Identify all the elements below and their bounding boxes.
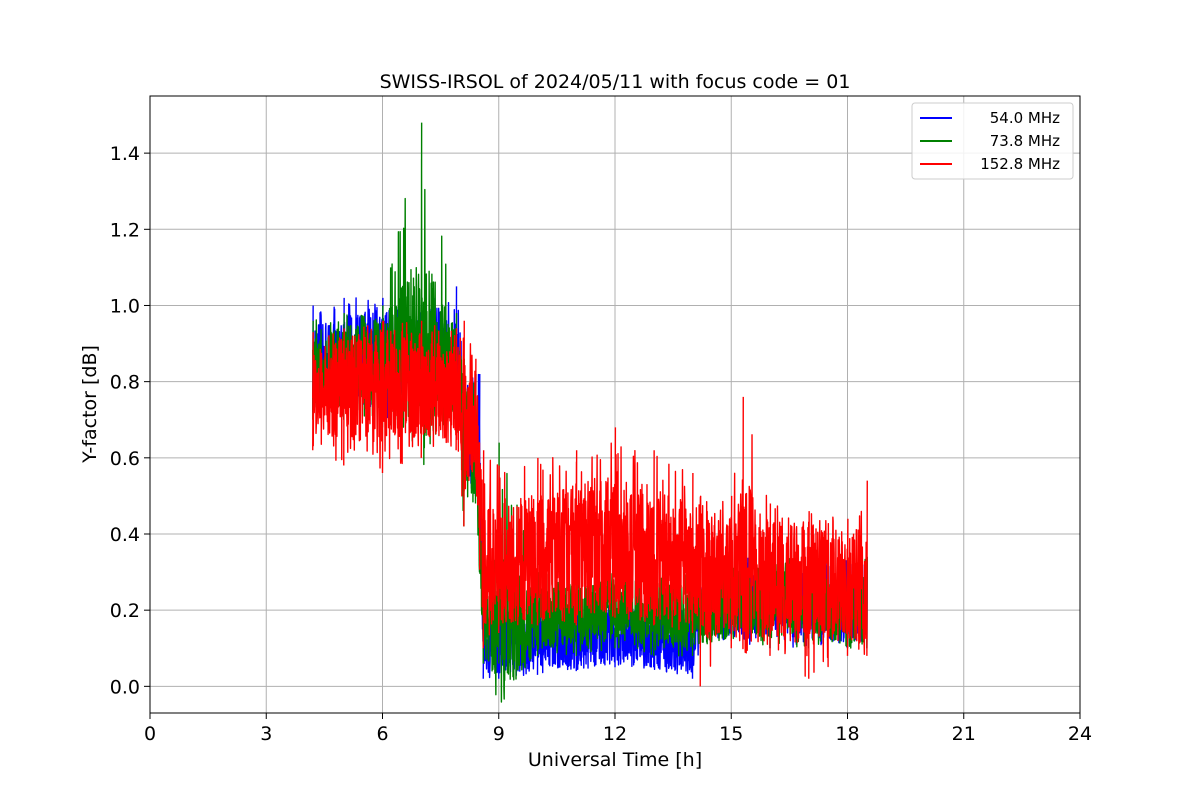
y-axis-label: Y-factor [dB] <box>79 345 101 464</box>
x-tick-label: 24 <box>1068 723 1092 745</box>
y-tick-label: 0.4 <box>110 524 140 546</box>
x-ticks: 0 3 6 9 12 15 18 21 24 <box>144 713 1092 745</box>
chart-title: SWISS-IRSOL of 2024/05/11 with focus cod… <box>380 71 851 93</box>
x-tick-label: 3 <box>260 723 272 745</box>
series-line-152-8-mhz <box>312 320 868 687</box>
y-tick-label: 1.2 <box>110 219 140 241</box>
x-tick-label: 21 <box>952 723 976 745</box>
x-tick-label: 9 <box>493 723 505 745</box>
x-tick-label: 12 <box>603 723 627 745</box>
y-ticks: 0.0 0.2 0.4 0.6 0.8 1.0 1.2 1.4 <box>110 143 150 698</box>
legend: 54.0 MHz 73.8 MHz 152.8 MHz <box>911 102 1074 180</box>
series-layer <box>312 122 868 703</box>
legend-label: 73.8 MHz <box>990 132 1060 150</box>
legend-label: 54.0 MHz <box>990 109 1060 127</box>
x-axis-label: Universal Time [h] <box>528 749 702 771</box>
x-tick-label: 0 <box>144 723 156 745</box>
legend-box <box>911 102 1074 180</box>
y-tick-label: 0.2 <box>110 600 140 622</box>
y-tick-label: 0.6 <box>110 448 140 470</box>
x-tick-label: 15 <box>719 723 743 745</box>
x-tick-label: 6 <box>376 723 388 745</box>
x-tick-label: 18 <box>835 723 859 745</box>
y-tick-label: 0.8 <box>110 372 140 394</box>
legend-label: 152.8 MHz <box>980 155 1060 173</box>
y-tick-label: 1.4 <box>110 143 140 165</box>
y-tick-label: 1.0 <box>110 295 140 317</box>
y-tick-label: 0.0 <box>110 676 140 698</box>
